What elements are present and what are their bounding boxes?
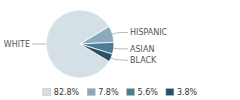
legend-swatch: [43, 89, 51, 96]
legend-label: 82.8%: [54, 88, 80, 97]
slice-label: BLACK: [130, 56, 157, 65]
legend-swatch: [87, 89, 95, 96]
legend-item: 5.6%: [127, 88, 159, 97]
legend-label: 3.8%: [177, 88, 198, 97]
slice-label: HISPANIC: [130, 28, 168, 37]
slice-labels: HISPANIC ASIAN BLACK WHITE: [4, 28, 168, 65]
legend-swatch: [127, 89, 135, 96]
legend: 82.8% 7.8% 5.6% 3.8%: [43, 88, 198, 97]
chart: HISPANIC ASIAN BLACK WHITE 82.8% 7.8% 5.6% 3.8%: [0, 0, 240, 100]
legend-item: 7.8%: [87, 88, 119, 97]
pie-slice: [80, 27, 114, 44]
leader-line: [114, 48, 128, 50]
pie: [46, 10, 114, 78]
legend-item: 82.8%: [43, 88, 80, 97]
legend-label: 7.8%: [98, 88, 119, 97]
leader-line: [32, 44, 46, 45]
leader-line: [113, 32, 128, 34]
slice-label: WHITE: [4, 40, 30, 49]
legend-label: 5.6%: [138, 88, 159, 97]
legend-swatch: [166, 89, 174, 96]
slice-label: ASIAN: [130, 45, 154, 54]
legend-item: 3.8%: [166, 88, 198, 97]
pie-slice: [80, 44, 112, 61]
leader-line: [111, 58, 128, 60]
